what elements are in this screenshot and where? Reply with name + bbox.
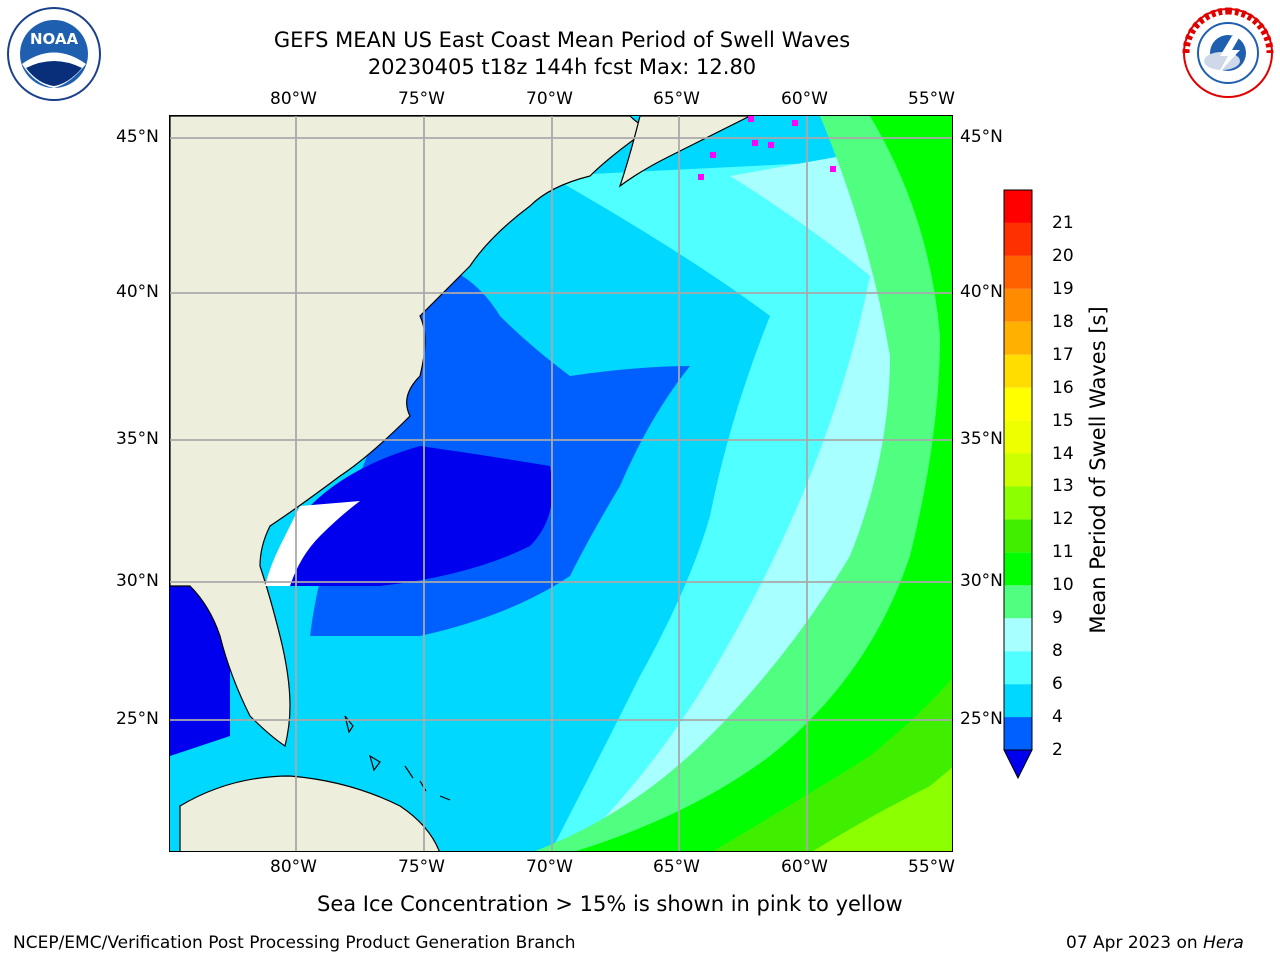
lat-tick-right-30n: 30°N xyxy=(960,571,1003,591)
land-cuba xyxy=(179,775,440,851)
lon-tick-bottom-75w: 75°W xyxy=(398,857,445,877)
colorbar-segment xyxy=(1004,684,1032,718)
colorbar-segment xyxy=(1004,618,1032,652)
footer-host: Hera xyxy=(1203,933,1244,953)
colorbar-svg xyxy=(1003,189,1033,780)
colorbar-tick-label: 8 xyxy=(1052,641,1063,662)
lat-tick-left-35n: 35°N xyxy=(116,429,159,449)
colorbar-tick-label: 19 xyxy=(1052,278,1074,299)
band-12-13 xyxy=(813,767,952,851)
lat-tick-left-40n: 40°N xyxy=(116,282,159,302)
noaa-logo: NOAA xyxy=(4,6,104,102)
colorbar-tick-label: 4 xyxy=(1052,707,1063,728)
lon-tick-top-80w: 80°W xyxy=(270,89,317,109)
colorbar-tick-label: 16 xyxy=(1052,377,1074,398)
colorbar-tick-label: 2 xyxy=(1052,740,1063,760)
colorbar-segment xyxy=(1004,486,1032,520)
lat-tick-left-25n: 25°N xyxy=(116,709,159,729)
colorbar-segment xyxy=(1004,585,1032,619)
lon-tick-bottom-80w: 80°W xyxy=(270,857,317,877)
colorbar-tick-label: 6 xyxy=(1052,674,1063,695)
coastal-mask xyxy=(265,501,360,586)
colorbar-segment xyxy=(1004,255,1032,289)
colorbar-tick-label: 20 xyxy=(1052,245,1074,266)
lat-tick-right-25n: 25°N xyxy=(960,709,1003,729)
colorbar-tick-label: 17 xyxy=(1052,344,1074,365)
colorbar-segment xyxy=(1004,453,1032,487)
colorbar-border xyxy=(1003,189,1033,751)
colorbar-title: Mean Period of Swell Waves [s] xyxy=(1086,306,1110,634)
footer-date-text: 07 Apr 2023 on xyxy=(1066,933,1204,953)
colorbar-segment xyxy=(1004,190,1032,223)
colorbar-segment xyxy=(1004,222,1032,256)
band-9-10 xyxy=(535,116,952,851)
colorbar-segment xyxy=(1004,519,1032,553)
swell-period-map xyxy=(170,116,952,851)
bahamas xyxy=(344,715,451,801)
lat-tick-right-45n: 45°N xyxy=(960,127,1003,147)
lat-tick-right-40n: 40°N xyxy=(960,282,1003,302)
gulf-dark xyxy=(170,586,230,756)
colorbar-tick-label: 21 xyxy=(1052,212,1074,233)
colorbar-tick-label: 11 xyxy=(1052,542,1074,563)
map-panel xyxy=(169,115,953,852)
nws-logo xyxy=(1180,6,1276,100)
colorbar-segment xyxy=(1004,420,1032,454)
colorbar-under-arrow xyxy=(1003,749,1033,780)
chart-subtitle: 20230405 t18z 144h fcst Max: 12.80 xyxy=(367,55,757,79)
lon-tick-bottom-70w: 70°W xyxy=(526,857,573,877)
colorbar-segment xyxy=(1004,387,1032,421)
sea-ice-markers xyxy=(698,116,836,180)
colorbar-segment xyxy=(1004,321,1032,355)
graticule xyxy=(170,116,952,851)
lat-tick-left-30n: 30°N xyxy=(116,571,159,591)
colorbar-segment xyxy=(1004,354,1032,388)
lon-tick-top-75w: 75°W xyxy=(398,89,445,109)
noaa-logo-text: NOAA xyxy=(30,30,79,48)
lon-tick-bottom-60w: 60°W xyxy=(781,857,828,877)
lon-tick-top-60w: 60°W xyxy=(781,89,828,109)
lon-tick-top-55w: 55°W xyxy=(908,89,955,109)
lon-tick-top-70w: 70°W xyxy=(526,89,573,109)
lat-tick-left-45n: 45°N xyxy=(116,127,159,147)
land-north-america xyxy=(170,116,652,747)
colorbar-tick-label: 9 xyxy=(1052,608,1063,629)
colorbar-tick-label: 12 xyxy=(1052,509,1074,530)
colorbar-tick-label: 15 xyxy=(1052,410,1074,431)
colorbar-tick-label: 13 xyxy=(1052,476,1074,497)
lon-tick-bottom-65w: 65°W xyxy=(653,857,700,877)
footer-date: 07 Apr 2023 on Hera xyxy=(1066,933,1244,953)
colorbar-segment xyxy=(1004,552,1032,586)
colorbar-segment xyxy=(1004,288,1032,322)
lon-tick-top-65w: 65°W xyxy=(653,89,700,109)
colorbar-tick-label: 18 xyxy=(1052,311,1074,332)
colorbar-segment xyxy=(1004,717,1032,750)
lat-tick-right-35n: 35°N xyxy=(960,429,1003,449)
chart-title: GEFS MEAN US East Coast Mean Period of S… xyxy=(273,28,851,52)
colorbar xyxy=(1000,186,1040,786)
colorbar-segment xyxy=(1004,651,1032,685)
land-nova-scotia xyxy=(618,116,751,188)
band-under-2 xyxy=(290,446,553,586)
band-10-11 xyxy=(576,116,952,851)
footer-branch: NCEP/EMC/Verification Post Processing Pr… xyxy=(13,933,576,953)
colorbar-tick-label: 10 xyxy=(1052,575,1074,596)
colorbar-tick-label: 14 xyxy=(1052,443,1074,464)
lon-tick-bottom-55w: 55°W xyxy=(908,857,955,877)
sea-ice-note: Sea Ice Concentration > 15% is shown in … xyxy=(317,892,903,916)
